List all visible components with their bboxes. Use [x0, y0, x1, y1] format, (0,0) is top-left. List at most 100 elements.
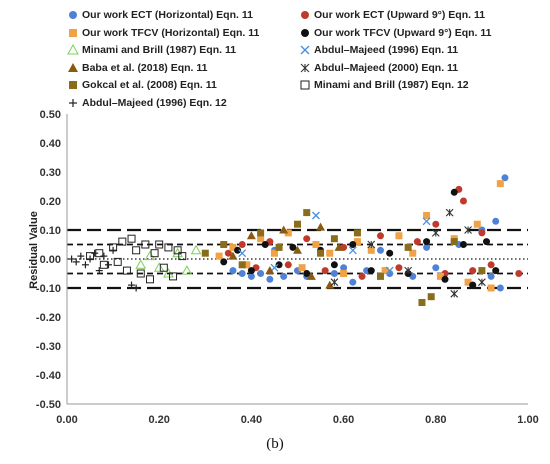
data-point — [100, 252, 108, 260]
data-point — [220, 241, 228, 248]
legend-label: Abdul–Majeed (1996) Eqn. 12 — [82, 96, 227, 109]
data-point — [423, 243, 431, 251]
x-tick-label: 0.40 — [241, 414, 262, 426]
data-point — [238, 261, 246, 269]
legend-marker — [69, 98, 77, 107]
data-point — [469, 281, 477, 289]
legend-item: Minami and Brill (1987) Eqn. 12 — [300, 79, 469, 91]
data-point — [279, 225, 289, 234]
data-point — [224, 249, 232, 257]
data-point — [432, 220, 440, 228]
data-point — [246, 231, 256, 240]
legend-marker-icon — [69, 98, 77, 107]
legend-label: Minami and Brill (1987) Eqn. 12 — [314, 79, 469, 91]
data-point — [169, 272, 178, 281]
y-tick-label: 0.50 — [40, 109, 61, 121]
data-point — [238, 249, 247, 258]
data-point — [473, 220, 481, 228]
legend-marker — [67, 43, 79, 55]
data-point — [427, 293, 435, 301]
data-point — [478, 267, 486, 275]
legend-item: Our work TFCV (Upward 9°) Eqn. 11 — [300, 27, 491, 39]
data-point — [181, 265, 193, 275]
data-point — [127, 234, 136, 243]
data-point — [141, 240, 150, 249]
data-point — [144, 250, 156, 261]
legend-label: Our work ECT (Horizontal) Eqn. 11 — [82, 9, 253, 21]
legend-marker — [300, 45, 310, 55]
legend-marker-icon — [69, 11, 77, 19]
data-point — [306, 271, 316, 280]
data-point — [358, 272, 366, 280]
data-point — [450, 289, 459, 298]
data-point — [321, 267, 329, 275]
y-tick-label: -0.30 — [36, 341, 61, 353]
legend-item: Abdul–Majeed (1996) Eqn. 12 — [68, 97, 227, 109]
data-point — [229, 267, 237, 275]
data-point — [492, 267, 500, 275]
data-point — [104, 261, 112, 269]
y-tick-label: -0.40 — [36, 370, 61, 382]
data-point — [441, 275, 449, 283]
data-point — [464, 278, 472, 286]
legend-item: Our work ECT (Horizontal) Eqn. 11 — [68, 9, 253, 21]
legend-label: Baba et al. (2018) Eqn. 11 — [82, 61, 208, 74]
data-point — [109, 246, 117, 254]
y-axis-label: Residual Value — [28, 211, 40, 289]
data-point — [423, 238, 431, 246]
legend-marker-icon — [301, 11, 309, 19]
data-point — [423, 212, 431, 219]
data-point — [381, 267, 389, 275]
data-point — [445, 208, 454, 217]
data-point — [496, 284, 504, 292]
data-point — [353, 238, 361, 246]
y-tick-label: -0.10 — [36, 283, 61, 295]
data-point — [464, 226, 472, 234]
legend-marker — [300, 80, 310, 90]
data-point — [275, 261, 283, 269]
data-point — [385, 266, 394, 275]
data-point — [220, 258, 228, 266]
data-point — [376, 272, 384, 280]
legend-marker-icon — [301, 28, 309, 37]
data-point — [132, 284, 140, 292]
data-point — [135, 259, 147, 269]
y-tick-label: -0.50 — [36, 399, 61, 411]
legend-label: Abdul–Majeed (2000) Eqn. 11 — [314, 61, 459, 74]
data-point — [303, 209, 311, 217]
legend-item: Our work TFCV (Horizontal) Eqn. 11 — [68, 27, 259, 39]
data-point — [294, 220, 301, 228]
data-point — [409, 249, 417, 257]
data-point — [118, 237, 127, 246]
legend-item: Minami and Brill (1987) Eqn. 11 — [67, 43, 237, 56]
legend-item: Abdul–Majeed (2000) Eqn. 11 — [300, 62, 458, 74]
legend-marker-icon — [69, 28, 77, 37]
data-point — [159, 263, 168, 272]
data-point — [238, 270, 246, 277]
data-point — [478, 229, 486, 237]
data-point — [386, 249, 394, 257]
data-point — [95, 267, 103, 275]
data-point — [325, 280, 335, 289]
data-point — [266, 275, 274, 283]
data-point — [238, 241, 246, 248]
legend-label: Our work TFCV (Horizontal) Eqn. 11 — [82, 26, 260, 39]
data-point — [91, 249, 99, 257]
data-point — [228, 251, 238, 260]
data-point — [164, 243, 173, 252]
data-point — [367, 267, 375, 275]
data-point — [257, 229, 265, 237]
data-point — [72, 258, 80, 266]
y-tick-label: 0.40 — [40, 138, 61, 150]
data-point — [275, 243, 283, 251]
data-point — [348, 246, 357, 255]
legend-marker-icon — [67, 43, 79, 55]
data-point — [303, 235, 311, 243]
x-tick-label: 0.60 — [333, 414, 354, 426]
data-point — [293, 245, 302, 254]
data-point — [376, 246, 384, 254]
legend-item: Baba et al. (2018) Eqn. 11 — [68, 62, 207, 74]
data-point — [459, 241, 467, 248]
data-point — [68, 255, 76, 263]
legend-label: Minami and Brill (1987) Eqn. 11 — [82, 44, 237, 56]
